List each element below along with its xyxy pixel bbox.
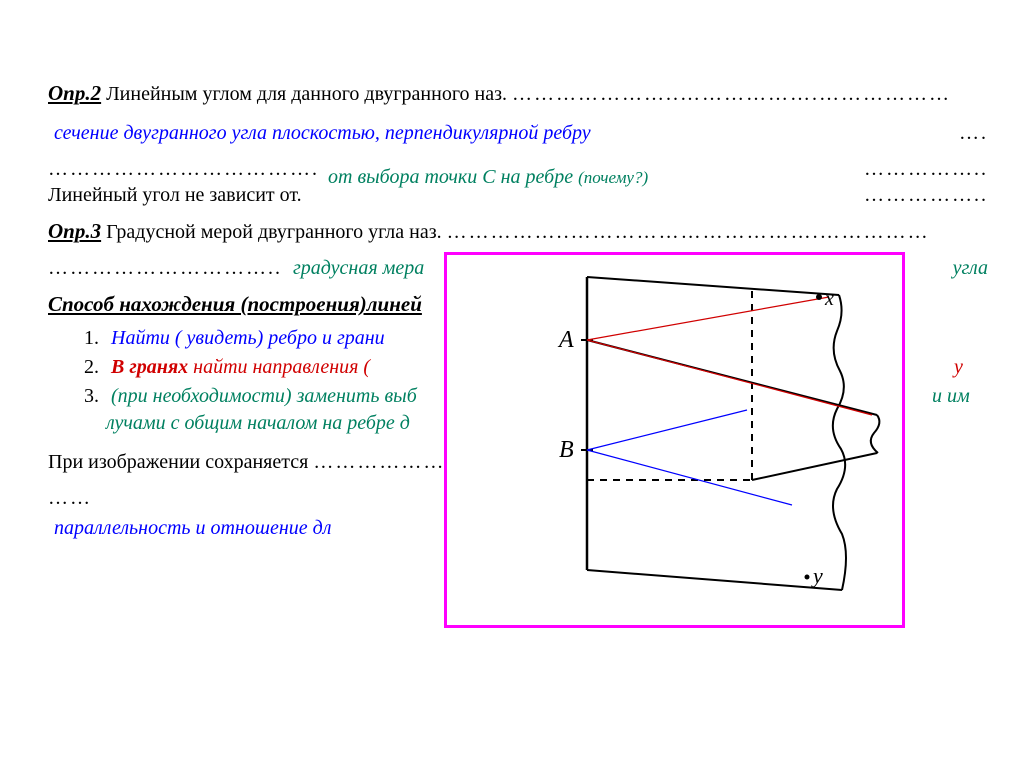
label-x: x — [824, 288, 834, 310]
answer3-tail: угла — [953, 253, 988, 283]
answer3-text: градусная мера — [293, 257, 424, 279]
linear-independ-hint: (почему?) — [578, 168, 648, 187]
def2-dots: …………………..……………….……………… — [512, 83, 951, 105]
front-plane-bottom — [752, 453, 877, 480]
label-B: B — [559, 437, 574, 463]
definition-3-line: Опр.3 Градусной мерой двугранного угла н… — [48, 216, 988, 248]
linear-independ-line: Линейный угол не зависит от. от выбора т… — [48, 180, 988, 210]
label-A: A — [557, 327, 574, 353]
dihedral-svg: A B x y — [447, 255, 902, 625]
definition-2-line: Опр.2 Линейным углом для данного двугран… — [48, 78, 988, 110]
red-ray-1 — [587, 297, 829, 340]
answer-2-line: сечение двугранного угла плоскостью, пер… — [48, 118, 988, 148]
def2-label: Опр.2 — [48, 81, 101, 105]
bottom-edge — [587, 570, 842, 590]
answer2-text: сечение двугранного угла плоскостью, пер… — [54, 122, 591, 144]
point-y-dot — [805, 575, 810, 580]
linear-independ-text: Линейный угол не зависит от. — [48, 184, 302, 206]
def2-text: Линейным углом для данного двугранного н… — [106, 83, 507, 105]
red-ray-2 — [587, 340, 872, 415]
point-x-dot — [816, 294, 822, 300]
blue-ray-1 — [587, 410, 747, 450]
def3-label: Опр.3 — [48, 219, 101, 243]
answer2-right-dots: …. — [959, 118, 988, 148]
front-plane-right-wavy — [871, 415, 880, 453]
back-plane-right-wavy — [833, 295, 846, 590]
label-y: y — [811, 563, 823, 588]
def3-text: Градусной мерой двугранного угла наз. — [106, 221, 442, 243]
top-edge — [587, 277, 839, 295]
def3-dots: ……………..…………………………….…………… — [447, 221, 930, 243]
dihedral-diagram: A B x y — [444, 252, 905, 628]
linear-independ-answer: от выбора точки С на ребре — [328, 166, 573, 188]
